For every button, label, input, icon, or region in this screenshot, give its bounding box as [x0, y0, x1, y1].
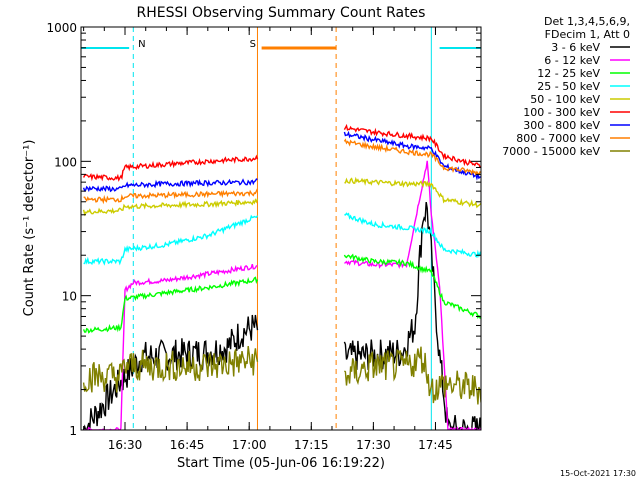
legend-label-5: 50 - 100 keV: [530, 93, 600, 106]
y-tick-label: 1000: [46, 21, 77, 35]
flag-label-s: S: [250, 39, 256, 50]
x-tick-label: 17:00: [232, 438, 267, 452]
x-tick-label: 16:45: [170, 438, 205, 452]
chart-title: RHESSI Observing Summary Count Rates: [137, 5, 426, 21]
y-tick-label: 10: [62, 290, 77, 304]
y-tick-label: 1: [69, 424, 77, 438]
legend-label-6: 100 - 300 keV: [523, 106, 600, 119]
plot-area: [81, 27, 481, 430]
series-line-3: [82, 253, 481, 334]
legend-label-3: 12 - 25 keV: [537, 67, 600, 80]
series-line-5: [82, 176, 481, 217]
plot-frame: [80, 26, 482, 431]
x-tick-label: 17:45: [418, 438, 453, 452]
flag-label-n: N: [138, 39, 145, 50]
series-line-9: [82, 346, 481, 405]
series-line-4: [83, 212, 481, 266]
series-line-8: [83, 138, 481, 205]
axes: 16:30 16:45 17:00 17:15 17:30 17:45 1 10 100 1000: [46, 21, 481, 452]
legend-label-1: 3 - 6 keV: [551, 41, 600, 54]
x-axis-label: Start Time (05-Jun-06 16:19:22): [177, 456, 385, 471]
legend-header-line-2: FDecim 1, Att 0: [545, 28, 630, 41]
legend-label-8: 800 - 7000 keV: [516, 132, 600, 145]
x-tick-label: 16:30: [108, 438, 143, 452]
legend: Det 1,3,4,5,6,9, FDecim 1, Att 0 3 - 6 k…: [502, 15, 630, 158]
series-line-6: [82, 123, 481, 182]
y-axis-label: Count Rate (s⁻¹ detector⁻¹): [22, 140, 37, 317]
series-line-2: [83, 160, 481, 430]
legend-label-9: 7000 - 15000 keV: [502, 145, 600, 158]
legend-label-7: 300 - 800 keV: [523, 119, 600, 132]
series-line-7: [82, 130, 481, 193]
legend-label-2: 6 - 12 keV: [544, 54, 600, 67]
x-tick-label: 17:15: [294, 438, 329, 452]
x-tick-label: 17:30: [356, 438, 391, 452]
footer-timestamp: 15-Oct-2021 17:30: [560, 469, 636, 478]
legend-label-4: 25 - 50 keV: [537, 80, 600, 93]
legend-header-line-1: Det 1,3,4,5,6,9,: [544, 15, 630, 28]
y-tick-label: 100: [54, 155, 77, 169]
